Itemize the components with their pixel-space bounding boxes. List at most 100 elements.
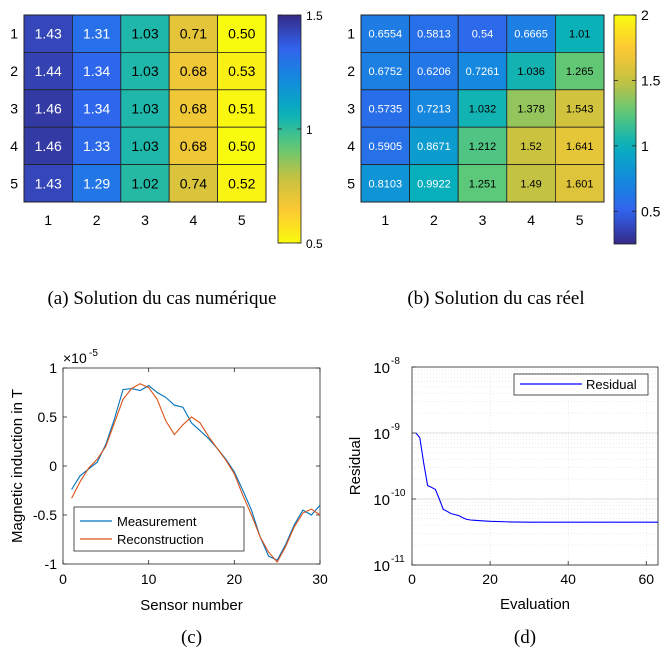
legend-label: Residual (586, 377, 637, 392)
cell-value-label: 0.5813 (417, 29, 451, 41)
heatmap-cell (457, 164, 508, 203)
y-axis-label: Residual (347, 437, 364, 495)
y-tick-base: 10 (373, 426, 390, 443)
cell-value-label: 1.29 (83, 175, 110, 191)
cell-value-label: 1.03 (131, 138, 158, 154)
heatmap-cell (120, 52, 170, 91)
legend-label: Reconstruction (117, 532, 204, 547)
heatmap-cell (555, 52, 605, 91)
cell-value-label: 0.71 (180, 26, 207, 42)
colorbar-tick-label: 1.5 (641, 72, 661, 88)
x-tick-label: 2 (93, 212, 101, 228)
cell-value-label: 1.34 (83, 101, 110, 117)
heatmap-cell (72, 164, 122, 203)
heatmap-cell (409, 52, 459, 91)
y-tick-base: 10 (373, 558, 390, 575)
cell-value-label: 0.6554 (368, 29, 402, 41)
cell-value-label: 0.50 (228, 26, 255, 42)
heatmap-cell (120, 164, 170, 203)
cell-value-label: 1.378 (517, 103, 545, 115)
cell-value-label: 0.53 (228, 63, 255, 79)
x-tick-label: 40 (560, 571, 576, 587)
x-tick-label: 4 (190, 212, 198, 228)
cell-value-label: 1.49 (520, 178, 541, 190)
heatmap-axes-box (360, 14, 605, 203)
colorbar-tick-label: 0.5 (641, 203, 661, 219)
heatmap-cell (409, 126, 459, 165)
cell-value-label: 1.01 (569, 29, 590, 41)
y-tick-base: 10 (373, 360, 390, 377)
cell-value-label: 0.6752 (368, 66, 402, 78)
x-axis-label: Evaluation (500, 596, 570, 613)
cell-value-label: 0.50 (228, 138, 255, 154)
y-tick-label: 5 (347, 175, 355, 191)
heatmap-cell (506, 164, 556, 203)
legend-label: Measurement (117, 514, 197, 529)
series-line-residual (415, 432, 658, 523)
cell-value-label: 0.9922 (417, 178, 451, 190)
cell-value-label: 1.601 (566, 178, 594, 190)
cell-value-label: 0.74 (180, 175, 207, 191)
colorbar (613, 14, 637, 245)
heatmap-cell (555, 164, 605, 203)
cell-value-label: 0.8103 (368, 178, 402, 190)
panel-caption: (b) Solution du cas réel (407, 288, 584, 309)
series-line-measurement (71, 384, 321, 561)
cell-value-label: 0.7213 (417, 103, 451, 115)
x-axis-label: Sensor number (140, 597, 243, 614)
cell-value-label: 1.46 (35, 138, 62, 154)
cell-value-label: 1.032 (469, 103, 497, 115)
cell-value-label: 0.52 (228, 175, 255, 191)
heatmap-cell (555, 14, 605, 53)
heatmap-cell (409, 14, 459, 53)
x-tick-label: 0 (408, 571, 416, 587)
y-tick-label: 1 (10, 26, 18, 42)
heatmap-cell (360, 126, 410, 165)
cell-value-label: 0.51 (228, 101, 255, 117)
heatmap-cell (217, 164, 267, 203)
y-tick-label: 4 (10, 138, 18, 154)
heatmap-cell (23, 164, 73, 203)
y-tick-base: 10 (373, 492, 390, 509)
heatmap-cell (72, 126, 122, 165)
colorbar-tick-label: 2 (641, 7, 649, 23)
colorbar-tick-label: 1.5 (306, 9, 323, 23)
x-tick-label: 5 (238, 212, 246, 228)
legend-box (73, 506, 245, 552)
cell-value-label: 1.52 (520, 141, 541, 153)
cell-value-label: 1.543 (566, 103, 594, 115)
x-tick-label: 20 (227, 571, 243, 587)
cell-value-label: 1.43 (35, 26, 62, 42)
x-tick-label: 3 (479, 212, 487, 228)
cell-value-label: 0.6206 (417, 66, 451, 78)
y-exponent-label: ×10 (63, 350, 87, 366)
cell-value-label: 0.5905 (368, 141, 402, 153)
x-tick-label: 60 (638, 571, 654, 587)
panel-caption: (d) (514, 627, 536, 648)
y-tick-label: 1 (49, 360, 57, 376)
heatmap-cell (217, 52, 267, 91)
heatmap-cell (72, 14, 122, 53)
cell-value-label: 0.5735 (368, 103, 402, 115)
colorbar-tick-label: 0.5 (306, 237, 323, 251)
y-tick-power: -11 (391, 554, 405, 565)
x-tick-label: 1 (381, 212, 389, 228)
cell-value-label: 1.03 (131, 101, 158, 117)
colorbar-tick-label: 1 (306, 123, 313, 137)
y-tick-label: 2 (10, 63, 18, 79)
panel-caption: (c) (181, 627, 202, 648)
cell-value-label: 1.31 (83, 26, 110, 42)
heatmap-cell (506, 89, 556, 128)
colorbar-tick-label: 1 (641, 138, 649, 154)
heatmap-cell (506, 52, 556, 91)
cell-value-label: 0.8671 (417, 141, 451, 153)
y-axis-label: Magnetic induction in T (9, 389, 26, 543)
heatmap-cell (168, 89, 218, 128)
panel-caption: (a) Solution du cas numérique (47, 288, 276, 309)
cell-value-label: 1.46 (35, 101, 62, 117)
y-tick-power: -8 (391, 356, 400, 367)
x-tick-label: 2 (430, 212, 438, 228)
y-tick-label: 3 (347, 101, 355, 117)
heatmap-cell (360, 164, 410, 203)
